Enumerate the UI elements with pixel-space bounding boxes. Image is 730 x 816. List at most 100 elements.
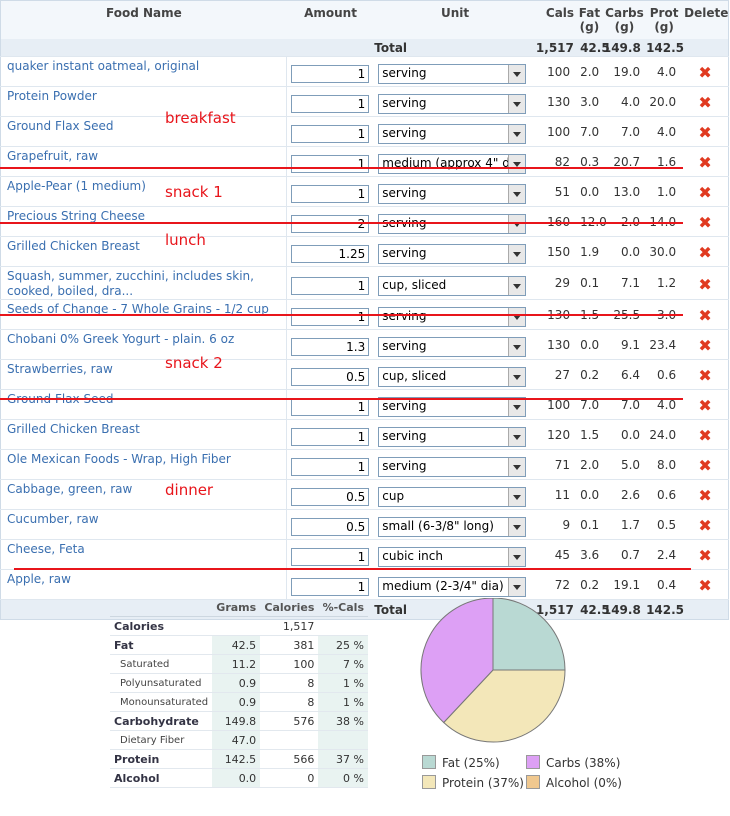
- unit-select[interactable]: serving: [378, 397, 527, 417]
- amount-input[interactable]: [291, 578, 370, 596]
- unit-select[interactable]: medium (approx 4" dia: [378, 154, 527, 174]
- chevron-down-icon[interactable]: [508, 215, 526, 233]
- food-name-link[interactable]: Protein Powder: [0, 86, 288, 117]
- unit-select-value: serving: [382, 459, 427, 473]
- food-name-link[interactable]: Apple, raw: [0, 569, 288, 600]
- delete-icon[interactable]: ✖: [698, 516, 712, 535]
- unit-select[interactable]: serving: [378, 457, 527, 477]
- delete-icon[interactable]: ✖: [698, 366, 712, 385]
- row-carbs: 0.0: [602, 419, 647, 450]
- delete-icon[interactable]: ✖: [698, 213, 712, 232]
- delete-icon[interactable]: ✖: [698, 336, 712, 355]
- delete-icon[interactable]: ✖: [698, 456, 712, 475]
- delete-icon[interactable]: ✖: [698, 576, 712, 595]
- chevron-down-icon[interactable]: [508, 368, 526, 386]
- amount-input[interactable]: [291, 548, 370, 566]
- delete-icon[interactable]: ✖: [698, 546, 712, 565]
- food-name-link[interactable]: quaker instant oatmeal, original: [0, 56, 288, 87]
- delete-icon[interactable]: ✖: [698, 63, 712, 82]
- unit-select[interactable]: serving: [378, 427, 527, 447]
- unit-select[interactable]: cup: [378, 487, 527, 507]
- delete-icon[interactable]: ✖: [698, 396, 712, 415]
- unit-select[interactable]: small (6-3/8" long): [378, 517, 527, 537]
- food-name-link[interactable]: Grilled Chicken Breast: [0, 419, 288, 450]
- amount-input[interactable]: [291, 245, 370, 263]
- delete-icon[interactable]: ✖: [698, 183, 712, 202]
- amount-input[interactable]: [291, 95, 370, 113]
- row-carbs: 13.0: [602, 176, 647, 207]
- food-name-link[interactable]: Chobani 0% Greek Yogurt - plain. 6 oz: [0, 329, 288, 360]
- delete-icon[interactable]: ✖: [698, 486, 712, 505]
- delete-icon[interactable]: ✖: [698, 153, 712, 172]
- food-name-link[interactable]: Ground Flax Seed: [0, 389, 288, 420]
- chevron-down-icon[interactable]: [508, 488, 526, 506]
- food-name-link[interactable]: Ground Flax Seed: [0, 116, 288, 147]
- chevron-down-icon[interactable]: [508, 308, 526, 326]
- chevron-down-icon[interactable]: [508, 95, 526, 113]
- food-name-link[interactable]: Apple-Pear (1 medium): [0, 176, 288, 207]
- chevron-down-icon[interactable]: [508, 65, 526, 83]
- amount-input[interactable]: [291, 518, 370, 536]
- amount-input[interactable]: [291, 185, 370, 203]
- delete-icon[interactable]: ✖: [698, 93, 712, 112]
- unit-select[interactable]: cup, sliced: [378, 367, 527, 387]
- unit-select[interactable]: medium (2-3/4" dia) (a: [378, 577, 527, 597]
- delete-icon[interactable]: ✖: [698, 123, 712, 142]
- amount-input[interactable]: [291, 488, 370, 506]
- delete-icon[interactable]: ✖: [698, 426, 712, 445]
- unit-select[interactable]: serving: [378, 184, 527, 204]
- amount-input[interactable]: [291, 65, 370, 83]
- food-name-link[interactable]: Cheese, Feta: [0, 539, 288, 570]
- row-fat: 0.0: [576, 176, 603, 207]
- delete-icon[interactable]: ✖: [698, 306, 712, 325]
- amount-input[interactable]: [291, 458, 370, 476]
- amount-input[interactable]: [291, 338, 370, 356]
- chevron-down-icon[interactable]: [508, 185, 526, 203]
- unit-select[interactable]: serving: [378, 244, 527, 264]
- food-row: Strawberries, raw cup, sliced 270.26.40.6 ✖: [0, 359, 729, 390]
- annotation-lunch: lunch: [165, 231, 206, 249]
- summary-calories: 576: [260, 711, 319, 731]
- amount-input[interactable]: [291, 308, 370, 326]
- unit-select[interactable]: serving: [378, 307, 527, 327]
- chevron-down-icon[interactable]: [508, 518, 526, 536]
- amount-input[interactable]: [291, 125, 370, 143]
- unit-select[interactable]: serving: [378, 64, 527, 84]
- amount-input[interactable]: [291, 215, 370, 233]
- food-name-link[interactable]: Precious String Cheese: [0, 206, 288, 237]
- unit-select[interactable]: serving: [378, 94, 527, 114]
- row-carbs: 7.1: [602, 266, 647, 300]
- unit-select[interactable]: serving: [378, 214, 527, 234]
- unit-select[interactable]: cubic inch: [378, 547, 527, 567]
- row-fat: 1.9: [576, 236, 603, 267]
- amount-input[interactable]: [291, 276, 370, 295]
- food-name-link[interactable]: Ole Mexican Foods - Wrap, High Fiber: [0, 449, 288, 480]
- food-name-link[interactable]: Grilled Chicken Breast: [0, 236, 288, 267]
- chevron-down-icon[interactable]: [508, 155, 526, 173]
- chevron-down-icon[interactable]: [508, 398, 526, 416]
- food-name-link[interactable]: Strawberries, raw: [0, 359, 288, 390]
- food-name-link[interactable]: Cabbage, green, raw: [0, 479, 288, 510]
- summary-label: Fat: [110, 635, 213, 655]
- amount-input[interactable]: [291, 428, 370, 446]
- delete-icon[interactable]: ✖: [698, 274, 712, 294]
- chevron-down-icon[interactable]: [508, 338, 526, 356]
- chevron-down-icon[interactable]: [508, 125, 526, 143]
- unit-select[interactable]: serving: [378, 337, 527, 357]
- chevron-down-icon[interactable]: [508, 276, 526, 295]
- chevron-down-icon[interactable]: [508, 245, 526, 263]
- food-name-link[interactable]: Grapefruit, raw: [0, 146, 288, 177]
- chevron-down-icon[interactable]: [508, 458, 526, 476]
- chevron-down-icon[interactable]: [508, 548, 526, 566]
- food-name-link[interactable]: Squash, summer, zucchini, includes skin,…: [0, 266, 288, 300]
- unit-select[interactable]: cup, sliced: [378, 275, 527, 296]
- unit-select[interactable]: serving: [378, 124, 527, 144]
- amount-input[interactable]: [291, 368, 370, 386]
- chevron-down-icon[interactable]: [508, 578, 526, 596]
- food-name-link[interactable]: Cucumber, raw: [0, 509, 288, 540]
- amount-input[interactable]: [291, 155, 370, 173]
- delete-icon[interactable]: ✖: [698, 243, 712, 262]
- amount-input[interactable]: [291, 398, 370, 416]
- chevron-down-icon[interactable]: [508, 428, 526, 446]
- summary-header-pct: %-Cals: [318, 598, 368, 617]
